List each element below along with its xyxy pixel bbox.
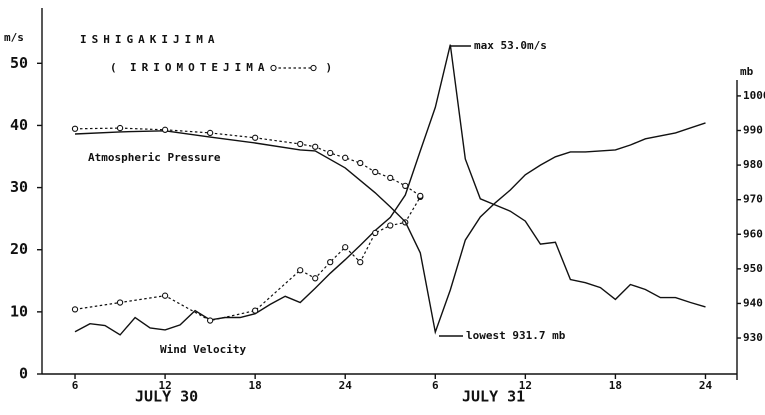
data-point xyxy=(297,140,304,148)
series-line xyxy=(74,122,706,335)
data-point xyxy=(417,192,424,200)
date-label: JULY 31 xyxy=(462,388,525,406)
data-point xyxy=(161,292,169,299)
y-tick-label: 40 xyxy=(10,116,28,134)
data-point xyxy=(252,134,259,141)
data-point xyxy=(71,125,79,132)
data-point xyxy=(116,299,124,306)
y2-tick-label: 930 xyxy=(743,331,763,344)
y-tick-label: 10 xyxy=(10,302,28,320)
data-point xyxy=(116,124,124,132)
data-point xyxy=(357,159,364,167)
y2-tick-label: 960 xyxy=(743,227,763,240)
legend-label: ISHIGAKIJIMA xyxy=(80,33,219,46)
series-line xyxy=(74,196,421,322)
x-tick-label: 12 xyxy=(158,379,171,392)
y2-tick-label: 940 xyxy=(743,296,763,309)
date-label: JULY 30 xyxy=(135,388,198,406)
x-tick-label: 24 xyxy=(339,379,353,392)
data-point xyxy=(327,149,334,157)
x-tick-label: 24 xyxy=(699,379,713,392)
legend-paren: ( xyxy=(110,61,122,74)
y2-tick-label: 970 xyxy=(743,193,763,206)
series-line xyxy=(74,44,706,336)
y-tick-label: 50 xyxy=(10,54,28,72)
data-point xyxy=(342,244,349,251)
y-tick-label: 20 xyxy=(10,240,28,258)
y2-tick-label: 990 xyxy=(743,123,763,136)
data-point xyxy=(372,229,379,237)
x-tick-label: 6 xyxy=(72,379,79,392)
x-tick-label: 18 xyxy=(249,379,262,392)
data-point xyxy=(372,168,379,176)
annotation: Atmospheric Pressure xyxy=(88,151,221,164)
legend-marker xyxy=(310,64,317,72)
data-point xyxy=(402,182,409,189)
data-point xyxy=(206,129,214,137)
data-point xyxy=(387,174,394,182)
x-tick-label: 12 xyxy=(519,379,532,392)
data-point xyxy=(206,317,214,324)
y2-axis-label: mb xyxy=(740,65,754,78)
annotation: max 53.0m/s xyxy=(474,39,547,52)
x-tick-label: 18 xyxy=(609,379,622,392)
legend-label: IRIOMOTEJIMA xyxy=(130,61,269,74)
y2-tick-label: 980 xyxy=(743,158,763,171)
annotation: Wind Velocity xyxy=(160,343,246,356)
y2-tick-label: 1000 xyxy=(743,89,765,102)
y-tick-label: 30 xyxy=(10,178,28,196)
legend-marker xyxy=(270,64,277,72)
data-point xyxy=(387,222,394,229)
data-point xyxy=(327,258,334,266)
data-point xyxy=(252,307,259,314)
data-point xyxy=(297,267,304,274)
data-point xyxy=(312,143,319,150)
data-point xyxy=(161,126,169,133)
legend-paren: ) xyxy=(325,61,332,74)
data-point xyxy=(357,258,364,266)
data-point xyxy=(342,154,349,161)
x-tick-label: 6 xyxy=(432,379,439,392)
y-axis-label: m/s xyxy=(4,31,24,44)
data-point xyxy=(312,275,319,282)
y2-tick-label: 950 xyxy=(743,262,763,275)
data-point xyxy=(71,306,79,313)
y-tick-label: 0 xyxy=(19,365,28,383)
annotation: lowest 931.7 mb xyxy=(466,329,566,342)
